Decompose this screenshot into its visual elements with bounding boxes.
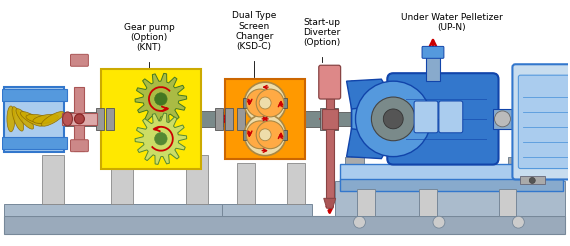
Circle shape: [256, 121, 284, 149]
Ellipse shape: [33, 114, 58, 123]
Bar: [245, 111, 329, 127]
FancyBboxPatch shape: [4, 87, 63, 152]
Circle shape: [512, 216, 524, 228]
Circle shape: [246, 121, 274, 149]
Ellipse shape: [7, 106, 15, 132]
Bar: [221, 112, 245, 126]
Bar: [222, 204, 312, 216]
Text: Under Water Pelletizer
(UP-N): Under Water Pelletizer (UP-N): [401, 13, 503, 32]
Ellipse shape: [16, 109, 34, 129]
Bar: [2, 137, 67, 149]
Ellipse shape: [12, 107, 23, 131]
Bar: [345, 157, 364, 182]
Text: Start-up
Diverter
(Option): Start-up Diverter (Option): [303, 17, 340, 47]
Bar: [329, 112, 360, 126]
Bar: [225, 79, 305, 159]
FancyBboxPatch shape: [319, 65, 341, 99]
FancyBboxPatch shape: [414, 101, 438, 133]
Bar: [508, 157, 528, 182]
Polygon shape: [135, 73, 187, 125]
Bar: [357, 189, 376, 216]
Polygon shape: [347, 129, 396, 159]
Text: Gear pump
(Option)
(KNT): Gear pump (Option) (KNT): [124, 23, 174, 52]
Bar: [419, 189, 437, 216]
Circle shape: [356, 81, 431, 157]
FancyBboxPatch shape: [512, 64, 570, 180]
FancyBboxPatch shape: [340, 164, 563, 182]
Bar: [96, 108, 104, 130]
FancyBboxPatch shape: [518, 75, 570, 169]
Bar: [62, 113, 97, 125]
Circle shape: [246, 89, 274, 117]
FancyBboxPatch shape: [387, 73, 499, 165]
Bar: [106, 111, 221, 127]
Bar: [75, 87, 84, 151]
Circle shape: [256, 89, 284, 117]
Polygon shape: [352, 81, 396, 157]
FancyBboxPatch shape: [71, 140, 88, 152]
Bar: [225, 108, 233, 130]
Bar: [340, 180, 563, 191]
Bar: [237, 108, 245, 130]
Ellipse shape: [26, 114, 51, 123]
Circle shape: [259, 129, 271, 141]
Polygon shape: [135, 113, 187, 164]
Bar: [215, 108, 223, 130]
Circle shape: [433, 216, 445, 228]
Bar: [321, 109, 337, 129]
FancyBboxPatch shape: [71, 54, 88, 66]
Bar: [111, 155, 133, 204]
Circle shape: [383, 109, 403, 129]
Bar: [320, 108, 328, 130]
Bar: [56, 112, 106, 126]
Bar: [4, 204, 222, 216]
Ellipse shape: [63, 112, 72, 126]
FancyBboxPatch shape: [422, 46, 444, 58]
Bar: [325, 94, 333, 198]
Bar: [10, 111, 56, 127]
Bar: [499, 189, 516, 216]
Bar: [106, 108, 114, 130]
Circle shape: [495, 111, 510, 127]
Bar: [429, 157, 449, 182]
Bar: [329, 108, 337, 130]
Circle shape: [372, 97, 415, 141]
Circle shape: [75, 114, 84, 124]
Bar: [492, 109, 512, 129]
Circle shape: [353, 216, 365, 228]
Bar: [243, 130, 287, 140]
Polygon shape: [324, 198, 336, 208]
Circle shape: [245, 114, 286, 156]
Ellipse shape: [21, 112, 43, 126]
Circle shape: [154, 133, 167, 145]
Bar: [426, 56, 440, 81]
Bar: [101, 69, 201, 169]
Bar: [243, 98, 287, 108]
Polygon shape: [347, 79, 396, 109]
Circle shape: [259, 97, 271, 109]
Circle shape: [530, 177, 535, 184]
Bar: [237, 163, 255, 204]
Bar: [4, 216, 565, 234]
Text: Dual Type
Screen
Changer
(KSD-C): Dual Type Screen Changer (KSD-C): [232, 11, 276, 51]
Bar: [42, 155, 63, 204]
Bar: [186, 155, 207, 204]
Ellipse shape: [41, 112, 64, 126]
Bar: [520, 176, 545, 184]
Bar: [2, 89, 67, 101]
Circle shape: [154, 93, 167, 105]
FancyBboxPatch shape: [439, 101, 463, 133]
Bar: [335, 182, 565, 216]
Circle shape: [245, 82, 286, 124]
Bar: [287, 163, 305, 204]
